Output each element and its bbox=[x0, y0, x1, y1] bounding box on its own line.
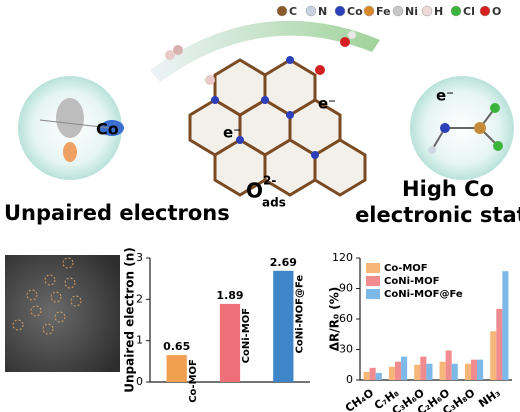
category-label: CoNi-MOF bbox=[241, 308, 252, 363]
bar bbox=[451, 363, 458, 380]
y-tick-label: 0 bbox=[346, 373, 353, 386]
complex-sketch bbox=[428, 103, 503, 154]
right-caption: electronic state bbox=[355, 203, 520, 227]
bar bbox=[388, 366, 395, 380]
y-tick-label: 0 bbox=[136, 375, 143, 388]
y-tick-label: 120 bbox=[332, 251, 353, 264]
y-tick-label: 60 bbox=[339, 312, 353, 325]
micrograph bbox=[5, 255, 120, 372]
bar bbox=[445, 350, 452, 380]
gas-flow-arrow bbox=[150, 20, 380, 82]
electron-label: e⁻ bbox=[436, 87, 454, 105]
legend-label: Fe bbox=[376, 5, 391, 18]
bar bbox=[369, 367, 376, 380]
bar bbox=[477, 359, 484, 380]
gas-molecules bbox=[165, 31, 356, 85]
bar bbox=[363, 371, 370, 380]
legend-label: Co bbox=[347, 5, 363, 18]
legend-label: C bbox=[289, 5, 297, 18]
y-tick-label: 3 bbox=[136, 251, 143, 264]
legend-label: O bbox=[492, 5, 501, 18]
value-label: 1.89 bbox=[216, 289, 243, 302]
y-tick-label: 30 bbox=[339, 343, 353, 356]
value-label: 2.69 bbox=[270, 256, 297, 269]
bar bbox=[502, 271, 509, 380]
legend-label: N bbox=[318, 5, 327, 18]
co-site-sketch bbox=[39, 98, 124, 162]
oxygen-charge: 2- bbox=[263, 174, 276, 188]
bar bbox=[496, 308, 503, 380]
legend-label: Co-MOF bbox=[384, 263, 428, 274]
particle-markers bbox=[12, 257, 82, 335]
co-label: Co bbox=[96, 120, 119, 139]
bar bbox=[426, 363, 433, 380]
left-caption: Unpaired electrons bbox=[4, 201, 230, 225]
legend-swatch bbox=[366, 276, 380, 286]
bar bbox=[470, 359, 478, 380]
cobalt-atoms bbox=[211, 56, 319, 159]
y-tick-label: 1 bbox=[136, 334, 143, 347]
legend-label: H bbox=[434, 5, 443, 18]
legend-swatch bbox=[366, 263, 380, 273]
legend-swatch bbox=[305, 5, 317, 17]
legend-swatch bbox=[366, 289, 380, 299]
electron-label: e⁻ bbox=[223, 124, 241, 142]
legend-label: Cl bbox=[463, 5, 475, 18]
bar bbox=[464, 363, 471, 380]
bar bbox=[490, 331, 497, 380]
oxygen-subscript: ads bbox=[262, 196, 286, 210]
legend-swatch bbox=[479, 5, 491, 17]
y-tick-label: 90 bbox=[339, 282, 353, 295]
right-caption: High Co bbox=[402, 177, 494, 201]
legend-swatch bbox=[363, 5, 375, 17]
legend-swatch bbox=[421, 5, 433, 17]
x-tick-label: CH₄O bbox=[343, 386, 376, 412]
y-axis-label: Unpaired electron (n) bbox=[123, 247, 137, 393]
value-label: 0.65 bbox=[163, 340, 190, 353]
y-axis-label: ΔR/R₀ (%) bbox=[328, 287, 342, 352]
legend-swatch bbox=[392, 5, 404, 17]
legend-swatch bbox=[334, 5, 346, 17]
x-tick-label: NH₃ bbox=[476, 386, 503, 410]
legend-swatch bbox=[450, 5, 462, 17]
oxygen-label: O bbox=[246, 179, 263, 203]
legend-label: CoNi-MOF bbox=[384, 276, 439, 287]
bar bbox=[420, 356, 427, 380]
electron-label: e⁻ bbox=[318, 95, 336, 113]
bar bbox=[401, 356, 408, 380]
bar bbox=[439, 361, 446, 380]
framework bbox=[188, 58, 367, 197]
legend-label: Ni bbox=[405, 5, 418, 18]
bar bbox=[375, 372, 382, 380]
category-label: Co-MOF bbox=[188, 359, 199, 403]
legend-swatch bbox=[276, 5, 288, 17]
bar bbox=[273, 270, 294, 382]
bar bbox=[219, 303, 241, 382]
y-tick-label: 2 bbox=[136, 292, 143, 305]
bar bbox=[394, 361, 402, 380]
legend-label: CoNi-MOF@Fe bbox=[384, 289, 463, 300]
bar bbox=[414, 364, 421, 380]
category-label: CoNi-MOF@Fe bbox=[294, 275, 305, 354]
bar bbox=[166, 355, 187, 382]
